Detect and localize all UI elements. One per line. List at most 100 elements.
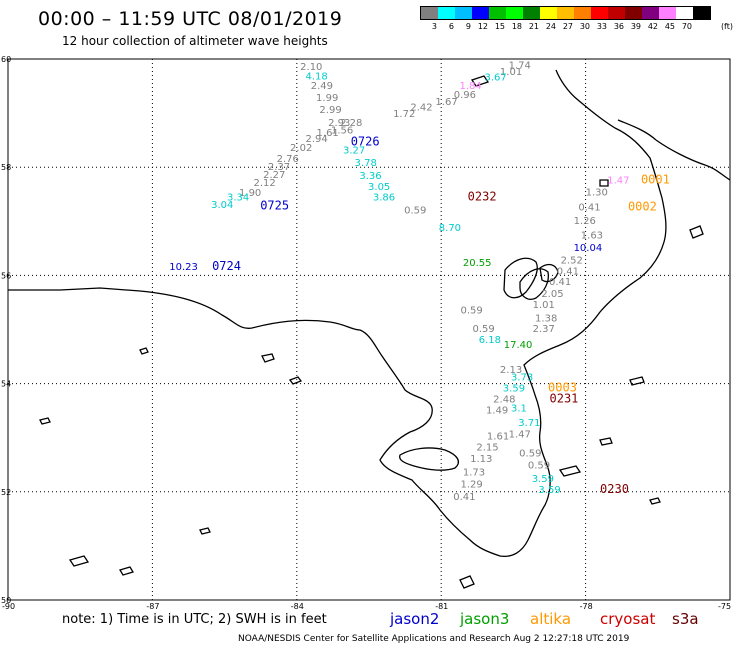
wave-height-value: 3.04 (211, 200, 233, 211)
wave-height-value: 1.61 (317, 128, 339, 139)
wave-height-value: 1.38 (535, 313, 557, 324)
wave-height-value: 1.26 (574, 216, 596, 227)
wave-height-value: 10.23 (169, 262, 198, 273)
lon-tick-label: -87 (146, 602, 159, 611)
wave-height-value: 2.76 (277, 154, 299, 165)
scale-swatch (472, 7, 489, 19)
scale-swatch (676, 7, 693, 19)
lat-tick-label: 60 (1, 55, 11, 64)
scale-tick-label: 21 (528, 22, 539, 31)
scale-tick-label: 42 (647, 22, 658, 31)
legend-altika: altika (530, 610, 572, 628)
lon-tick-label: -81 (435, 602, 448, 611)
color-scale: 3 6 9 12 15 18 21 24 27 30 33 36 39 42 45 70 (ft) (420, 6, 733, 31)
lat-tick-label: 52 (1, 488, 11, 497)
pass-time-label: 0230 (600, 482, 629, 496)
wave-height-value: 2.05 (541, 289, 563, 300)
wave-height-value: 1.84 (459, 81, 481, 92)
lon-tick-label: -90 (2, 602, 15, 611)
wave-height-value: 2.12 (253, 178, 275, 189)
wave-height-value: 1.29 (460, 479, 482, 490)
wave-height-value: 1.72 (393, 109, 415, 120)
wave-height-value: 1.73 (463, 468, 485, 479)
wave-height-value: 3.59 (503, 384, 525, 395)
pass-time-label: 0002 (628, 199, 657, 213)
legend-cryosat: cryosat (600, 610, 656, 628)
wave-height-value: 2.37 (533, 324, 555, 335)
map-title: 00:00 – 11:59 UTC 08/01/2019 (38, 8, 343, 30)
scale-swatch (608, 7, 625, 19)
wave-height-value: 0.59 (460, 305, 482, 316)
scale-swatch (659, 7, 676, 19)
wave-height-value: 2.37 (268, 162, 290, 173)
pass-time-label: 0231 (550, 392, 579, 406)
scale-tick-label: 12 (477, 22, 488, 31)
wave-height-value: 2.94 (305, 134, 327, 145)
wave-height-value: 0.59 (528, 461, 550, 472)
wave-height-value: 2.52 (561, 255, 583, 266)
wave-height-value: 1.47 (509, 430, 531, 441)
wave-height-value: 2.49 (311, 81, 333, 92)
wave-height-value: 2.02 (290, 143, 312, 154)
footer-credit: NOAA/NESDIS Center for Satellite Applica… (238, 634, 630, 644)
scale-swatch (523, 7, 540, 19)
legend-s3a: s3a (672, 610, 699, 628)
coastline (8, 69, 731, 589)
wave-height-value: 20.55 (463, 258, 492, 269)
wave-height-value: 1.67 (435, 97, 457, 108)
lon-tick-label: -75 (718, 602, 731, 611)
scale-tick-label: 6 (448, 22, 454, 31)
scale-swatch (591, 7, 608, 19)
wave-height-value: 1.01 (533, 300, 555, 311)
pass-time-label: 0725 (260, 198, 289, 212)
scale-tick-label: 39 (630, 22, 641, 31)
wave-height-value: 3.27 (343, 146, 365, 157)
scale-swatch (438, 7, 455, 19)
wave-height-value: 3.71 (518, 418, 540, 429)
scale-swatch (693, 7, 710, 19)
lon-tick-label: -84 (291, 602, 304, 611)
scale-tick-label: 15 (494, 22, 505, 31)
legend-jason2: jason2 (390, 610, 440, 628)
scale-swatch (574, 7, 591, 19)
map-subtitle: 12 hour collection of altimeter wave hei… (62, 34, 328, 48)
wave-height-value: 0.59 (404, 206, 426, 217)
wave-height-value: 2.48 (493, 395, 515, 406)
color-scale-unit: (ft) (720, 22, 733, 31)
latitude-labels: 60 58 56 54 52 50 (1, 55, 11, 605)
legend-jason3: jason3 (460, 610, 510, 628)
wave-height-value: 0.41 (453, 492, 475, 503)
wave-height-value: 6.18 (479, 335, 501, 346)
wave-observations: 2.104.182.491.992.992.282.931.561.612.94… (169, 61, 670, 503)
wave-height-value: 1.49 (486, 405, 508, 416)
wave-height-value: 0.59 (472, 324, 494, 335)
wave-height-value: 2.28 (340, 118, 362, 129)
scale-swatch (489, 7, 506, 19)
wave-height-value: 0.41 (557, 266, 579, 277)
wave-height-value: 2.15 (476, 443, 498, 454)
wave-height-value: 1.90 (239, 188, 261, 199)
wave-height-value: 3.05 (368, 182, 390, 193)
wave-height-value: 3.59 (538, 485, 560, 496)
wave-height-value: 1.74 (509, 61, 531, 72)
lat-tick-label: 56 (1, 271, 11, 280)
scale-tick-label: 3 (431, 22, 437, 31)
map-frame (7, 58, 731, 601)
scale-tick-label: 27 (562, 22, 573, 31)
wave-height-value: 2.42 (410, 102, 432, 113)
wave-height-value: 1.99 (316, 93, 338, 104)
wave-height-value: 10.04 (574, 243, 603, 254)
longitude-labels: -90 -87 -84 -81 -78 -75 (2, 602, 731, 611)
wave-height-value: 1.63 (581, 231, 603, 242)
wave-height-value: 2.13 (500, 365, 522, 376)
wave-height-value: 3.67 (485, 73, 507, 84)
wave-height-value: 3.59 (532, 474, 554, 485)
wave-height-value: 8.70 (439, 223, 461, 234)
wave-height-value: 3.86 (373, 193, 395, 204)
scale-tick-label: 9 (465, 22, 471, 31)
pass-time-label: 0003 (548, 381, 577, 395)
wave-height-value: 3.1 (511, 404, 527, 415)
wave-height-value: 0.41 (578, 202, 600, 213)
wave-height-value: 3.36 (359, 171, 381, 182)
